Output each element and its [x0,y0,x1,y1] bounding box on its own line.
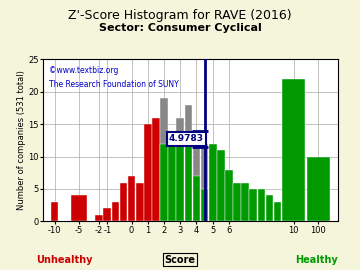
Bar [185,144,192,221]
Text: Score: Score [165,255,195,265]
Bar [144,124,152,221]
Bar [112,202,119,221]
Bar [201,189,208,221]
Text: Healthy: Healthy [296,255,338,265]
Bar [233,183,241,221]
Text: ©www.textbiz.org: ©www.textbiz.org [49,66,118,75]
Bar [71,195,87,221]
Bar [176,118,184,221]
Bar [274,202,282,221]
Bar [257,189,265,221]
Text: The Research Foundation of SUNY: The Research Foundation of SUNY [49,80,179,89]
Bar [217,150,225,221]
Bar [95,215,103,221]
Bar [307,157,330,221]
Text: Z'-Score Histogram for RAVE (2016): Z'-Score Histogram for RAVE (2016) [68,9,292,22]
Bar [225,170,233,221]
Bar [201,144,208,221]
Bar [160,144,168,221]
Bar [160,98,168,221]
Text: Sector: Consumer Cyclical: Sector: Consumer Cyclical [99,23,261,33]
Y-axis label: Number of companies (531 total): Number of companies (531 total) [17,70,26,210]
Bar [120,183,127,221]
Bar [193,137,200,221]
Bar [168,131,176,221]
Bar [176,144,184,221]
Bar [51,202,58,221]
Bar [152,118,160,221]
Bar [241,183,249,221]
Bar [185,105,192,221]
Bar [193,176,200,221]
Bar [266,195,273,221]
Bar [249,189,257,221]
Bar [128,176,135,221]
Bar [136,183,144,221]
Text: 4.9783: 4.9783 [169,134,204,143]
Bar [282,79,305,221]
Bar [168,144,176,221]
Bar [103,208,111,221]
Text: Unhealthy: Unhealthy [37,255,93,265]
Bar [209,144,217,221]
